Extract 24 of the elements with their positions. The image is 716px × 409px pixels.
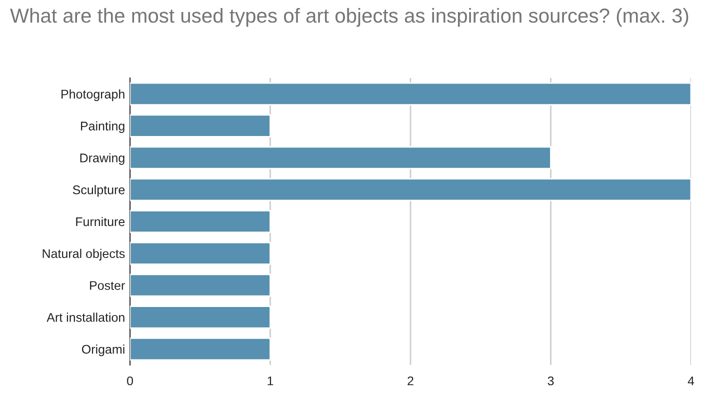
y-tick-label: Natural objects [42, 248, 125, 261]
y-tick-label: Photograph [62, 89, 124, 102]
x-tick-label: 1 [268, 376, 274, 386]
x-tick-label: 0 [127, 376, 133, 386]
chart-title: What are the most used types of art objects as inspiration sources? (max. 3) [10, 8, 688, 27]
x-tick-label: 4 [688, 376, 694, 386]
bar [130, 82, 691, 106]
y-tick-label: Drawing [80, 153, 124, 165]
bar [130, 306, 271, 329]
y-tick-label: Art installation [46, 312, 124, 322]
bar [130, 210, 271, 234]
y-tick-label: Poster [90, 281, 125, 290]
bar [130, 114, 271, 138]
y-tick-label: Furniture [76, 216, 125, 226]
bar [130, 146, 552, 170]
bar [130, 242, 271, 265]
x-tick-label: 2 [408, 376, 414, 386]
y-tick-label: Painting [80, 121, 124, 133]
y-tick-label: Origami [82, 344, 124, 356]
x-tick-label: 3 [548, 376, 554, 386]
y-tick-label: Sculpture [72, 185, 125, 197]
bar [130, 338, 271, 361]
bar [130, 274, 271, 297]
bar [130, 178, 691, 202]
